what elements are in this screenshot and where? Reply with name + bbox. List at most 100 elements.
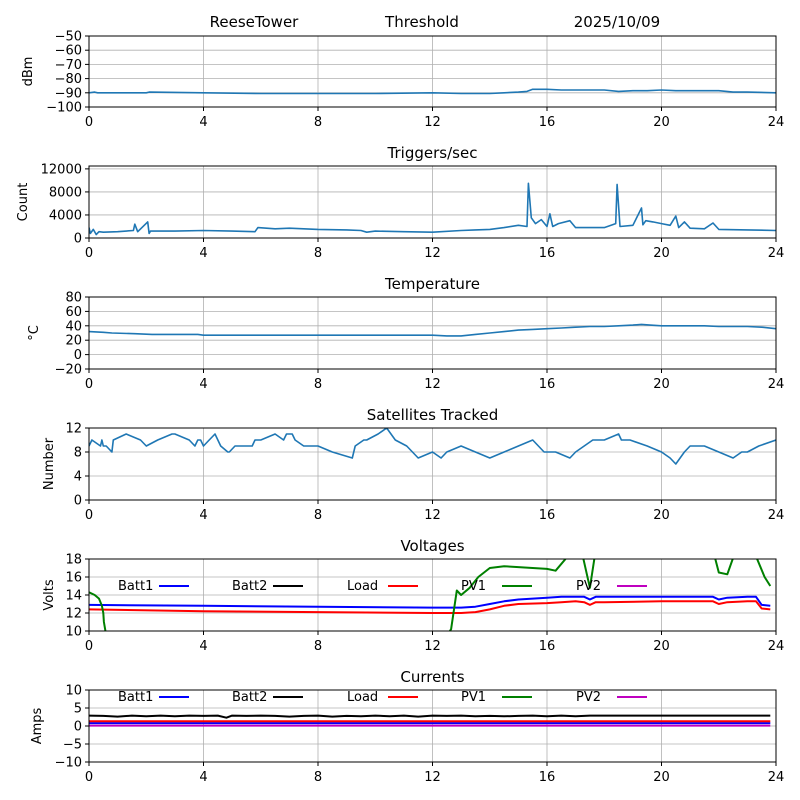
series-group	[89, 428, 776, 465]
legend-label: Batt2	[232, 579, 267, 594]
x-tick-label: 0	[85, 508, 93, 523]
chart-title: Voltages	[400, 537, 464, 555]
series-group	[89, 88, 776, 95]
x-tick-label: 8	[314, 377, 322, 392]
series-line-load	[89, 600, 771, 614]
y-tick-label: 20	[65, 334, 82, 349]
legend-item-batt1: Batt1	[118, 690, 189, 705]
x-tick-label: 12	[424, 115, 441, 130]
mode-label: Threshold	[384, 13, 459, 31]
legend-label: Batt2	[232, 690, 267, 705]
x-tick-label: 16	[539, 115, 556, 130]
y-tick-label: −70	[55, 58, 82, 73]
x-tick-label: 4	[199, 508, 207, 523]
y-tick-label: 8	[74, 446, 82, 461]
y-tick-label: 40	[65, 319, 82, 334]
x-tick-label: 8	[314, 770, 322, 785]
x-tick-label: 8	[314, 115, 322, 130]
x-tick-label: 24	[768, 770, 785, 785]
panel-triggers: 0 4 8 12 16 20 24 0 4000 8000 12000 Triggers/sec Cou…	[16, 144, 784, 261]
panel-threshold: 0 4 8 12 16 20 24 −100−90−80−70−60−50 dBm	[21, 30, 784, 131]
legend-label: PV1	[461, 579, 486, 594]
x-tick-label: 4	[199, 770, 207, 785]
x-tick-label: 16	[539, 377, 556, 392]
y-tick-label: 4000	[49, 208, 82, 223]
y-tick-label: −10	[55, 756, 82, 771]
y-tick-label: 4	[74, 470, 82, 485]
series-line-satellites	[89, 428, 776, 465]
y-tick-label: 5	[74, 702, 82, 717]
panel-satellites: 0 4 8 12 16 20 24 0 4 8 12 Satellites Tracked Number	[42, 406, 784, 523]
x-tick-label: 20	[653, 770, 670, 785]
y-tick-label: 10	[65, 684, 82, 699]
y-tick-label: −100	[46, 101, 82, 116]
y-tick-label: 10	[65, 625, 82, 640]
series-line-batt2	[89, 714, 771, 719]
x-tick-label: 16	[539, 770, 556, 785]
x-tick-label: 24	[768, 508, 785, 523]
station-name: ReeseTower	[210, 13, 300, 31]
legend-label: PV1	[461, 690, 486, 705]
x-tick-label: 16	[539, 246, 556, 261]
y-tick-label: −50	[55, 30, 82, 45]
x-tick-label: 12	[424, 639, 441, 654]
legend-item-batt2: Batt2	[232, 690, 303, 705]
y-axis-label: Number	[42, 437, 57, 490]
y-tick-label: 12000	[41, 162, 82, 177]
x-tick-label: 0	[85, 377, 93, 392]
legend-label: Batt1	[118, 579, 153, 594]
legend-label: PV2	[576, 579, 601, 594]
x-tick-label: 12	[424, 246, 441, 261]
legend-item-load: Load	[347, 579, 418, 594]
series-line-triggers	[89, 182, 776, 236]
y-axis-label: Amps	[30, 707, 45, 744]
y-axis-label: dBm	[21, 57, 36, 87]
x-tick-label: 0	[85, 115, 93, 130]
y-tick-label: 18	[65, 553, 82, 568]
y-tick-label: 0	[74, 348, 82, 363]
x-tick-label: 12	[424, 770, 441, 785]
y-tick-label: 80	[65, 291, 82, 306]
y-tick-label: 16	[65, 571, 82, 586]
x-tick-label: 4	[199, 115, 207, 130]
x-tick-label: 24	[768, 115, 785, 130]
y-tick-label: −20	[55, 363, 82, 378]
legend: Batt1 Batt2 Load PV1 PV2	[118, 579, 647, 594]
legend-label: Load	[347, 579, 378, 594]
y-tick-label: 0	[74, 232, 82, 247]
legend-item-pv2: PV2	[576, 690, 647, 705]
x-tick-label: 0	[85, 770, 93, 785]
x-tick-label: 0	[85, 246, 93, 261]
x-tick-label: 12	[424, 508, 441, 523]
y-tick-label: −60	[55, 44, 82, 59]
y-tick-label: 12	[65, 422, 82, 437]
x-tick-label: 20	[653, 377, 670, 392]
legend-item-batt2: Batt2	[232, 579, 303, 594]
legend-label: PV2	[576, 690, 601, 705]
series-line-pv1	[448, 559, 772, 631]
x-tick-label: 16	[539, 639, 556, 654]
legend-item-pv1: PV1	[461, 690, 532, 705]
legend-item-batt1: Batt1	[118, 579, 189, 594]
x-tick-label: 8	[314, 246, 322, 261]
x-tick-label: 12	[424, 377, 441, 392]
series-group	[89, 182, 776, 236]
legend: Batt1 Batt2 Load PV1 PV2	[118, 690, 647, 705]
x-tick-label: 0	[85, 639, 93, 654]
x-tick-label: 4	[199, 639, 207, 654]
x-tick-label: 24	[768, 639, 785, 654]
y-tick-label: 8000	[49, 185, 82, 200]
series-group	[89, 323, 776, 337]
x-tick-label: 16	[539, 508, 556, 523]
x-tick-label: 24	[768, 246, 785, 261]
legend-item-load: Load	[347, 690, 418, 705]
x-tick-label: 20	[653, 115, 670, 130]
y-tick-label: −90	[55, 86, 82, 101]
series-line-batt1	[89, 595, 771, 609]
chart-title: Triggers/sec	[387, 144, 478, 162]
